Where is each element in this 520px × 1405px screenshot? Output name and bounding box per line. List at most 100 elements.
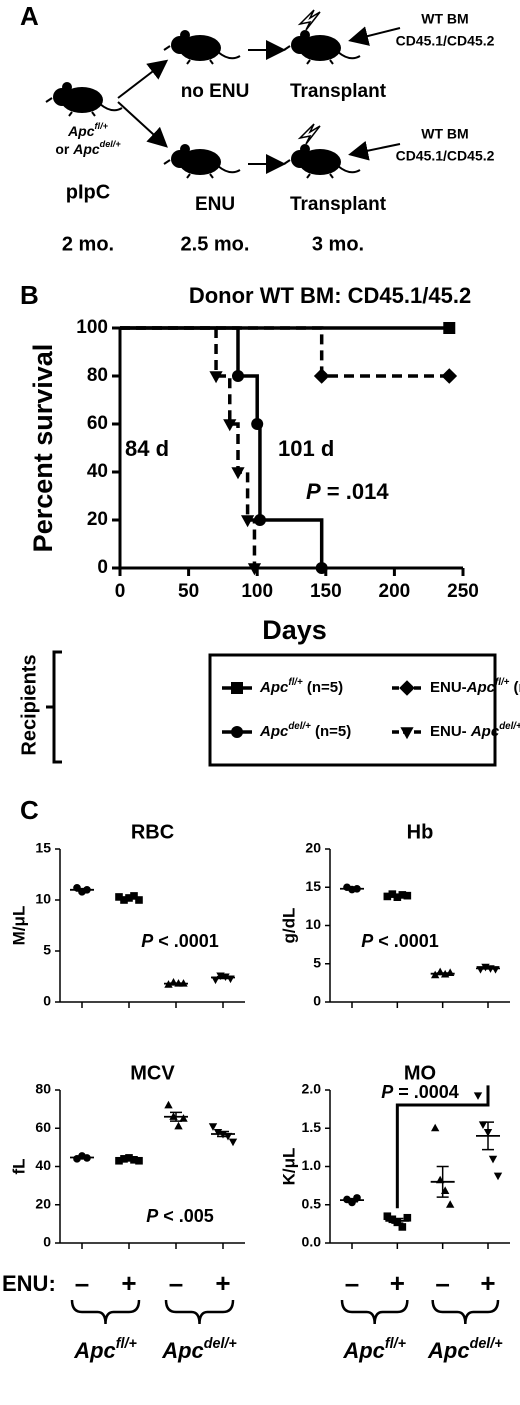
survival-line — [120, 326, 450, 378]
dot — [430, 1123, 440, 1132]
chart-title: RBC — [131, 821, 174, 843]
group-label: Apcfl/+ — [342, 1336, 406, 1363]
annotation-part: 84 d — [125, 436, 169, 461]
survival-point — [240, 515, 255, 528]
donor-label: WT BM — [421, 11, 468, 27]
x-axis-title: ENU: — [2, 1271, 56, 1296]
dot — [493, 1172, 503, 1181]
chart-title: MCV — [130, 1062, 175, 1084]
donor-label: CD45.1/CD45.2 — [396, 148, 495, 164]
error-bar — [436, 1165, 449, 1198]
lightning-icon — [297, 123, 321, 145]
dot — [115, 893, 123, 901]
dot — [208, 1123, 218, 1131]
y-tick-label: 20 — [305, 840, 321, 856]
mouse-icon — [45, 97, 96, 117]
legend-label-part: Apc — [259, 723, 289, 740]
y-axis-title: g/dL — [279, 908, 298, 944]
survival-point — [231, 467, 245, 480]
dot — [473, 1092, 483, 1100]
annotation-part: = .0004 — [393, 1082, 459, 1102]
y-axis-title: fL — [9, 1158, 28, 1174]
y-tick-label: 1.0 — [302, 1157, 322, 1173]
survival-point — [231, 370, 244, 382]
annotation-part: P — [141, 931, 154, 951]
group-label-part: fl/+ — [116, 1336, 138, 1352]
x-tick-label: + — [390, 1268, 405, 1298]
dot — [228, 1138, 238, 1147]
genotype-label-part: or — [55, 141, 73, 157]
legend-title: Recipients — [18, 654, 40, 755]
legend-marker — [400, 727, 414, 740]
legend-marker — [399, 680, 415, 696]
y-tick-label: 0 — [43, 993, 51, 1009]
error-bar — [391, 894, 404, 898]
mouse-icon — [299, 149, 341, 175]
legend-marker — [231, 682, 243, 694]
legend-label-part: del/+ — [288, 721, 311, 732]
genotype-label: or Apcdel/+ — [55, 139, 121, 156]
survival-point — [209, 371, 223, 384]
x-tick-label: – — [75, 1268, 89, 1298]
survival-point — [315, 562, 328, 574]
legend-label: Apcfl/+ (n=5) — [259, 677, 343, 696]
group-label: Apcfl/+ — [73, 1336, 137, 1363]
genotype-label-part: del/+ — [100, 139, 122, 149]
transplant-label: Transplant — [290, 81, 387, 102]
dot — [403, 1213, 412, 1222]
dot — [135, 1156, 143, 1165]
group-brace — [431, 1299, 500, 1325]
legend-label-part: ENU- — [430, 723, 471, 740]
donor-label: WT BM — [421, 126, 468, 142]
y-tick-label: 100 — [76, 317, 108, 338]
legend-label-part: ENU- — [430, 679, 467, 696]
error-bar — [346, 887, 358, 891]
arm-label: ENU — [195, 194, 235, 215]
error-bar — [482, 967, 494, 970]
chart-title: Donor WT BM: CD45.1/45.2 — [189, 283, 471, 308]
y-tick-label: 40 — [87, 461, 108, 482]
x-tick-label: 250 — [447, 581, 479, 602]
dot — [130, 892, 138, 900]
arrow — [348, 140, 401, 161]
dot — [388, 1215, 397, 1224]
legend-label-part: Apc — [466, 679, 496, 696]
dot — [393, 893, 402, 901]
y-axis-title: Percent survival — [28, 344, 58, 553]
y-tick-label: 5 — [313, 954, 321, 970]
group-brace — [70, 1299, 141, 1325]
y-tick-label: 60 — [87, 413, 108, 434]
y-tick-label: 80 — [87, 365, 108, 386]
mouse-icon — [337, 165, 361, 174]
group-label-part: del/+ — [470, 1336, 504, 1352]
x-tick-label: 100 — [241, 581, 273, 602]
annotation: P < .005 — [146, 1206, 214, 1226]
dot — [398, 1223, 407, 1231]
mouse-icon — [217, 165, 241, 174]
y-tick-label: 10 — [305, 916, 321, 932]
legend-label: ENU- Apcdel/+ (n=5) — [430, 721, 520, 740]
mouse-icon — [217, 51, 241, 60]
genotype-label-part: fl/+ — [95, 121, 109, 131]
y-tick-label: 0 — [313, 993, 321, 1009]
x-tick-label: 200 — [379, 581, 411, 602]
group-label-part: del/+ — [204, 1336, 238, 1352]
dot — [179, 1114, 188, 1122]
mouse-icon — [337, 51, 361, 60]
x-tick-label: – — [435, 1268, 449, 1298]
y-axis-title: M/μL — [9, 906, 28, 946]
annotation-part: = .014 — [321, 479, 390, 504]
y-tick-label: 10 — [35, 891, 51, 907]
y-tick-label: 20 — [87, 509, 108, 530]
arrow — [348, 26, 401, 46]
legend-label: Apcdel/+ (n=5) — [259, 721, 351, 740]
mouse-icon — [99, 103, 123, 112]
mouse-icon — [179, 35, 221, 61]
mouse-icon — [291, 36, 309, 54]
arm-label: no ENU — [181, 81, 250, 102]
survival-point — [313, 368, 330, 384]
y-tick-label: 20 — [35, 1195, 51, 1211]
annotation: 84 d — [125, 436, 169, 461]
legend-marker — [231, 726, 243, 738]
error-bar — [170, 1111, 182, 1122]
